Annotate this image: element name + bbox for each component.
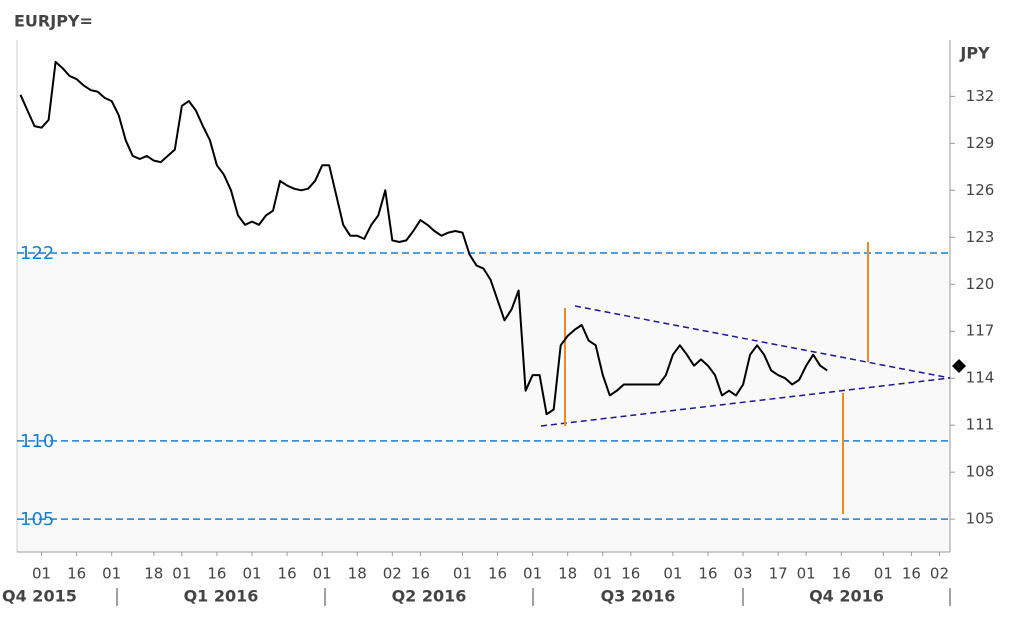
y-tick-label: 120 — [966, 275, 995, 293]
x-tick-label: 01 — [797, 565, 816, 583]
x-tick-label: 02 — [383, 565, 402, 583]
x-tick-label: 16 — [207, 565, 226, 583]
last-price-marker — [952, 359, 966, 373]
x-tick-label: 16 — [832, 565, 851, 583]
x-tick-label: 18 — [144, 565, 163, 583]
x-tick-label: 01 — [313, 565, 332, 583]
x-tick-label: 01 — [172, 565, 191, 583]
x-tick-label: 18 — [348, 565, 367, 583]
x-tick-label: 16 — [411, 565, 430, 583]
plot-shade — [17, 250, 950, 552]
x-tick-label: 01 — [593, 565, 612, 583]
upper-trendline — [574, 305, 951, 379]
annotations — [540, 242, 966, 514]
y-tick-label: 123 — [966, 228, 995, 246]
x-tick-label: 17 — [769, 565, 788, 583]
quarter-label: Q4 2016 — [809, 587, 884, 606]
chart-title: EURJPY= — [14, 12, 93, 31]
y-tick-label: 126 — [966, 181, 995, 199]
x-tick-label: 16 — [902, 565, 921, 583]
x-tick-label: 01 — [453, 565, 472, 583]
x-tick-label: 01 — [874, 565, 893, 583]
y-tick-label: 117 — [966, 322, 995, 340]
x-tick-label: 01 — [663, 565, 682, 583]
y-axis-label: JPY — [959, 44, 990, 63]
x-tick-label: 01 — [102, 565, 121, 583]
price-line — [19, 60, 828, 416]
reference-label: 105 — [20, 509, 54, 530]
x-tick-label: 01 — [523, 565, 542, 583]
y-tick-label: 105 — [966, 510, 995, 528]
reference-label: 122 — [20, 243, 54, 264]
x-tick-label: 02 — [930, 565, 949, 583]
x-tick-label: 16 — [698, 565, 717, 583]
y-tick-label: 132 — [966, 87, 995, 105]
y-tick-label: 114 — [966, 369, 995, 387]
x-tick-label: 16 — [67, 565, 86, 583]
reference-label: 110 — [20, 431, 54, 452]
y-tick-label: 111 — [966, 416, 995, 434]
quarter-label: Q2 2016 — [392, 587, 467, 606]
x-tick-label: 18 — [558, 565, 577, 583]
quarter-label: Q1 2016 — [184, 587, 259, 606]
x-tick-label: 16 — [488, 565, 507, 583]
x-tick-label: 03 — [734, 565, 753, 583]
y-tick-label: 108 — [966, 463, 995, 481]
x-tick-label: 16 — [278, 565, 297, 583]
y-tick-label: 129 — [966, 134, 995, 152]
x-tick-label: 16 — [621, 565, 640, 583]
lower-trendline — [540, 377, 951, 427]
quarter-label: Q4 2015 — [2, 587, 77, 606]
quarter-label: Q3 2016 — [601, 587, 676, 606]
x-tick-label: 01 — [32, 565, 51, 583]
x-tick-label: 01 — [242, 565, 261, 583]
